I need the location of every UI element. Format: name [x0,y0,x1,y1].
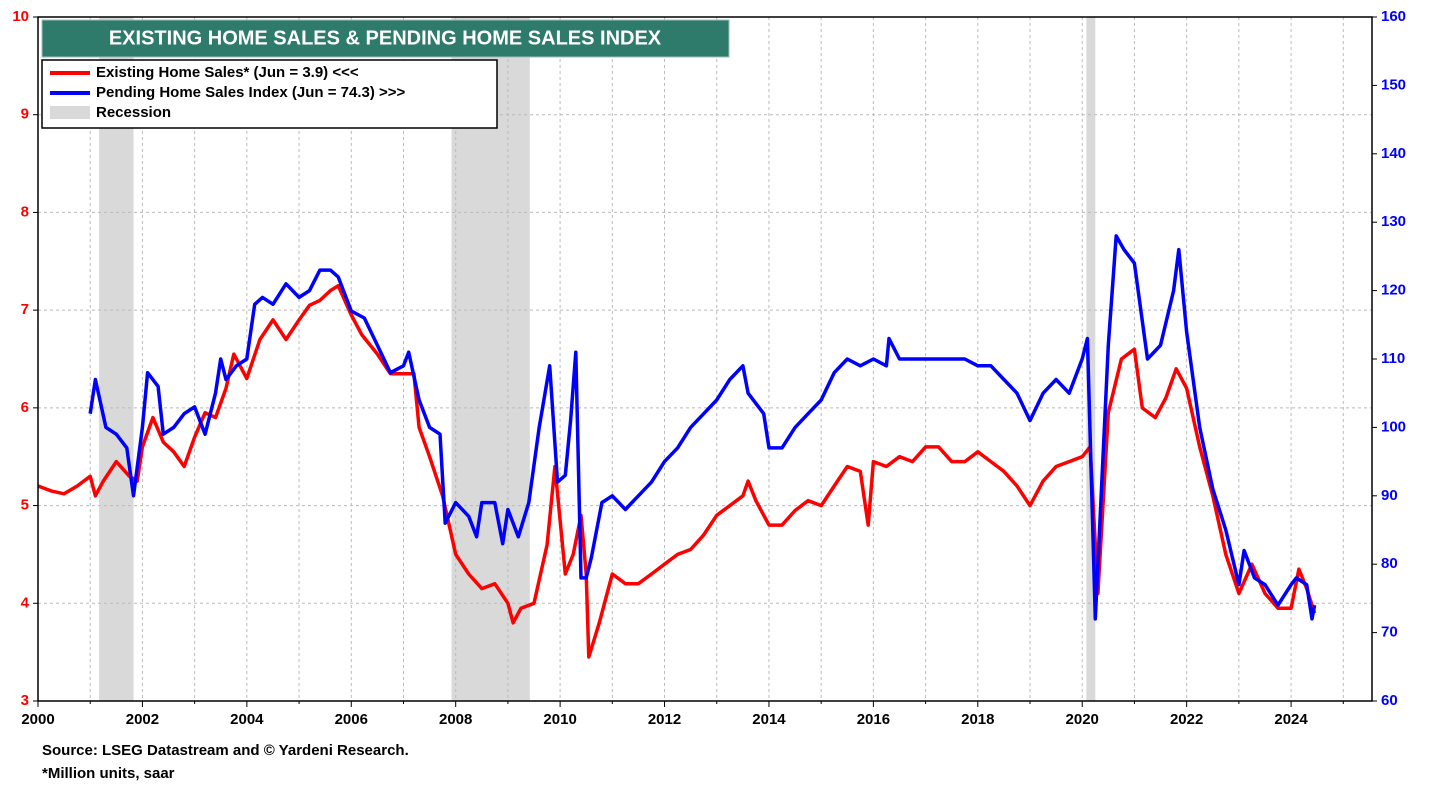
x-tick-label: 2008 [439,711,472,728]
y2-tick-label: 120 [1381,282,1406,299]
y-tick-label: 5 [21,497,29,514]
x-tick-label: 2018 [961,711,994,728]
y-tick-label: 10 [12,8,29,25]
y2-tick-label: 130 [1381,213,1406,230]
legend-label: Existing Home Sales* (Jun = 3.9) <<< [96,64,359,81]
y-tick-label: 6 [21,399,29,416]
y2-tick-label: 80 [1381,555,1398,572]
y-tick-label: 8 [21,203,29,220]
chart-title: EXISTING HOME SALES & PENDING HOME SALES… [109,27,662,49]
x-tick-label: 2020 [1066,711,1099,728]
series-line [88,234,1317,621]
y2-tick-label: 110 [1381,350,1405,367]
legend-swatch [50,106,90,119]
x-tick-label: 2012 [648,711,681,728]
x-tick-label: 2000 [21,711,54,728]
x-tick-label: 2022 [1170,711,1203,728]
y2-tick-label: 160 [1381,8,1406,25]
y-tick-label: 4 [21,594,30,611]
x-tick-label: 2010 [543,711,576,728]
x-tick-label: 2002 [126,711,159,728]
recession-band [1086,17,1096,701]
y2-tick-label: 100 [1381,418,1406,435]
x-tick-label: 2024 [1274,711,1308,728]
y-tick-label: 3 [21,692,29,709]
y2-tick-label: 60 [1381,692,1398,709]
plot-frame [37,16,1373,702]
y2-tick-label: 140 [1381,145,1406,162]
y2-tick-label: 70 [1381,624,1398,641]
x-tick-label: 2004 [230,711,264,728]
x-tick-label: 2006 [335,711,368,728]
legend-label: Recession [96,104,171,121]
legend: Existing Home Sales* (Jun = 3.9) <<< Pend… [50,64,406,121]
legend-box [41,59,498,129]
legend-label: Pending Home Sales Index (Jun = 74.3) >>… [96,84,406,101]
y2-tick-label: 90 [1381,487,1398,504]
x-tick-label: 2014 [752,711,786,728]
x-tick-label: 2016 [857,711,890,728]
y-tick-label: 7 [21,301,29,318]
source-note: Source: LSEG Datastream and © Yardeni Re… [42,742,409,759]
y-tick-label: 9 [21,106,29,123]
recession-band [99,17,134,701]
y2-tick-label: 150 [1381,76,1406,93]
title-box [41,19,730,58]
plot-area: 3 4 5 6 7 8 9 10 60 70 80 90 100 110 120 130 140 150 160 20… [12,8,1406,728]
footnote: *Million units, saar [42,765,175,782]
